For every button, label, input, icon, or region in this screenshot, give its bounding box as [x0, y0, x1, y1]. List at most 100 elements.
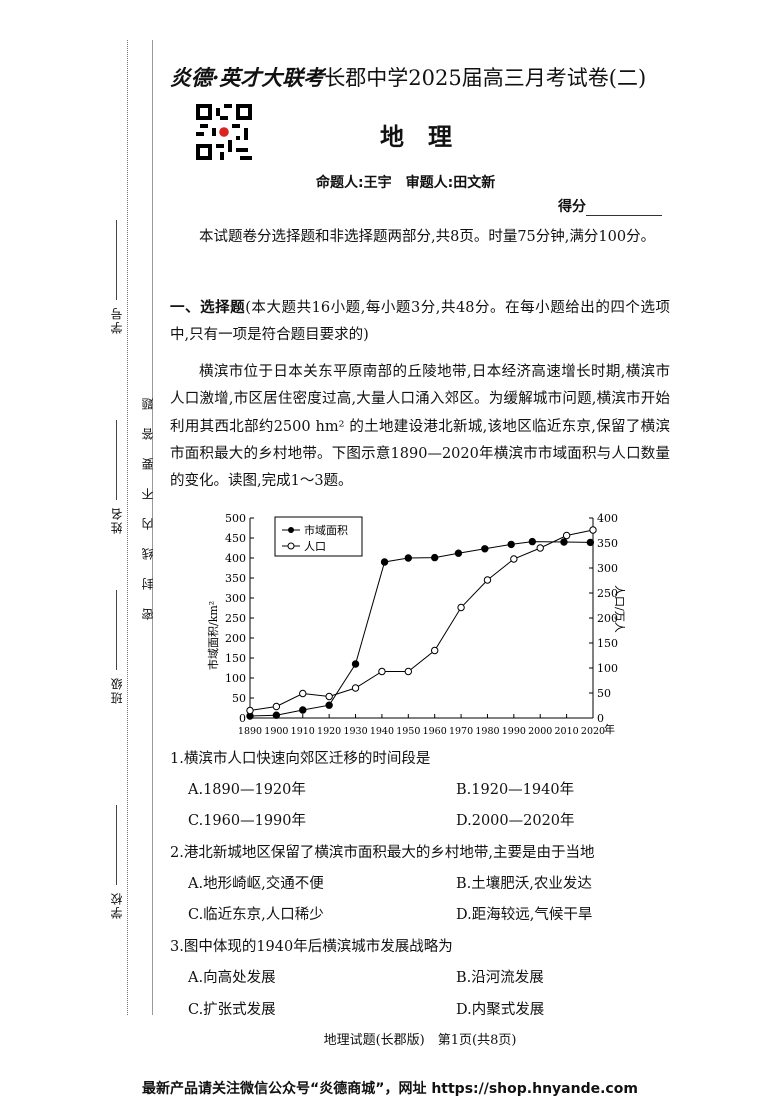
exam-title: 炎德·英才大联考长郡中学2025届高三月考试卷(二) [170, 62, 646, 92]
area-point [404, 554, 413, 562]
population-point [483, 576, 492, 584]
y-axis-left-label: 市域面积/km² [206, 601, 220, 670]
area-point [481, 545, 489, 553]
y-right-tick-label: 150 [597, 637, 618, 650]
population-point [246, 706, 254, 715]
legend-marker-area [288, 527, 294, 533]
q1-option-d: D.2000—2020年 [456, 813, 575, 829]
area-point [351, 660, 360, 668]
population-point [510, 555, 518, 563]
y-right-tick-label: 200 [597, 612, 618, 625]
area-point [560, 538, 568, 546]
y-right-tick-label: 100 [597, 662, 618, 675]
x-tick-label: 2020 [581, 726, 605, 737]
q1-option-c: C.1960—1990年 [188, 813, 306, 829]
chart: 0 50 100 150 200 250 300 350 400 450 500 0 50 100 150 2… [206, 512, 626, 737]
score-blank [586, 201, 662, 216]
y-right-tick-label: 300 [597, 562, 618, 575]
x-tick-label: 1970 [449, 726, 473, 737]
intro-text: 本试题卷分选择题和非选择题两部分,共8页。时量75分钟,满分100分。 [199, 229, 656, 245]
population-point [272, 702, 281, 711]
page-footer: 地理试题(长郡版) 第1页(共8页) [323, 1033, 517, 1048]
field-label: 学号 [110, 306, 124, 334]
advert-link[interactable]: 最新产品请关注微信公众号“炎德商城”，网址 https://shop.hnyan… [142, 1081, 638, 1097]
x-tick-label: 2010 [555, 726, 579, 737]
x-tick-label: 2000 [528, 726, 552, 737]
area-point [430, 553, 439, 562]
y-left-tick-label: 0 [239, 712, 246, 725]
field-class: 班级 [108, 590, 125, 704]
title-text: 长郡中学2025届高三月考试卷(二) [324, 66, 647, 90]
q2-option-b: B.土壤肥沃,农业发达 [456, 876, 592, 892]
x-tick-label: 1960 [423, 726, 447, 737]
series-line-area [249, 541, 591, 717]
qr-code-icon [196, 104, 252, 160]
x-tick-label: 1950 [396, 726, 420, 737]
y-left-tick-label: 50 [232, 692, 246, 705]
margin-line [152, 40, 153, 1015]
y-left-tick-label: 350 [225, 572, 246, 585]
q1-option-a: A.1890—1920年 [188, 782, 306, 798]
y-right-tick-label: 50 [597, 687, 611, 700]
area-point [272, 711, 281, 719]
y-left-tick-label: 450 [225, 532, 246, 545]
q3-option-d: D.内聚式发展 [456, 1002, 545, 1018]
x-tick-label: 1920 [317, 726, 341, 737]
population-point [430, 646, 439, 655]
section-heading: 一、选择题(本大题共16小题,每小题3分,共48分。在每小题给出的四个选项中,只… [170, 295, 670, 348]
population-point [299, 689, 307, 698]
population-point [378, 667, 386, 676]
y-right-tick-label: 400 [597, 512, 618, 525]
question-1-stem: 1.横滨市人口快速向郊区迁移的时间段是 [170, 751, 431, 767]
section-title: 一、选择题 [170, 300, 246, 316]
population-point [562, 531, 571, 540]
y-left-tick-label: 250 [225, 612, 246, 625]
y-right-tick-label: 0 [597, 712, 604, 725]
field-label: 班级 [110, 676, 124, 704]
section-note: (本大题共16小题,每小题3分,共48分。在每小题给出的四个选项中,只有一项是符… [170, 300, 671, 343]
series-line-population [249, 529, 594, 711]
area-point [528, 537, 537, 546]
y-left-tick-label: 500 [225, 512, 246, 525]
legend: 市域面积 人口 [274, 516, 363, 557]
score-label: 得分 [558, 199, 586, 215]
y-axis-right-label: 人口/万人 [613, 585, 626, 633]
field-label: 姓名 [110, 506, 124, 534]
population-point [351, 684, 360, 692]
area-point [454, 549, 463, 557]
x-axis-unit: 年 [604, 722, 615, 736]
score-field: 得分 [558, 196, 662, 216]
y-right-tick-label: 350 [597, 537, 618, 550]
question-3-stem: 3.图中体现的1940年后横滨城市发展战略为 [170, 939, 453, 955]
field-id: 学号 [108, 220, 125, 334]
legend-marker-population [287, 542, 295, 550]
q2-option-a: A.地形崎岖,交通不便 [188, 876, 324, 892]
population-point [457, 603, 465, 612]
question-2-stem: 2.港北新城地区保留了横滨市面积最大的乡村地带,主要是由于当地 [170, 845, 595, 861]
seal-dotted-line [127, 40, 128, 1015]
y-left-tick-label: 300 [225, 592, 246, 605]
legend-label-population: 人口 [304, 540, 326, 553]
x-tick-label: 1890 [238, 726, 262, 737]
passage: 横滨市位于日本关东平原南部的丘陵地带,日本经济高速增长时期,横滨市人口激增,市区… [170, 364, 670, 490]
y-left-tick-label: 150 [225, 652, 246, 665]
area-point [507, 540, 515, 549]
seal-notice: 密封线内不要答题 [141, 380, 155, 620]
q3-option-b: B.沿河流发展 [456, 970, 544, 986]
x-tick-label: 1940 [370, 726, 394, 737]
brand: 炎德·英才大联考 [170, 65, 325, 90]
area-point [380, 558, 389, 566]
population-point [536, 544, 544, 552]
field-school: 学校 [108, 805, 125, 919]
y-right-tick-label: 250 [597, 587, 618, 600]
population-point [325, 692, 333, 701]
area-point [586, 538, 595, 547]
q2-option-c: C.临近东京,人口稀少 [188, 907, 324, 923]
q3-option-a: A.向高处发展 [188, 970, 276, 986]
y-left-tick-label: 400 [225, 552, 246, 565]
population-point [404, 667, 413, 676]
subject-title: 地理 [380, 123, 476, 151]
x-tick-label: 1900 [264, 726, 288, 737]
y-left-tick-label: 200 [225, 632, 246, 645]
q2-option-d: D.距海较远,气候干旱 [456, 907, 593, 923]
